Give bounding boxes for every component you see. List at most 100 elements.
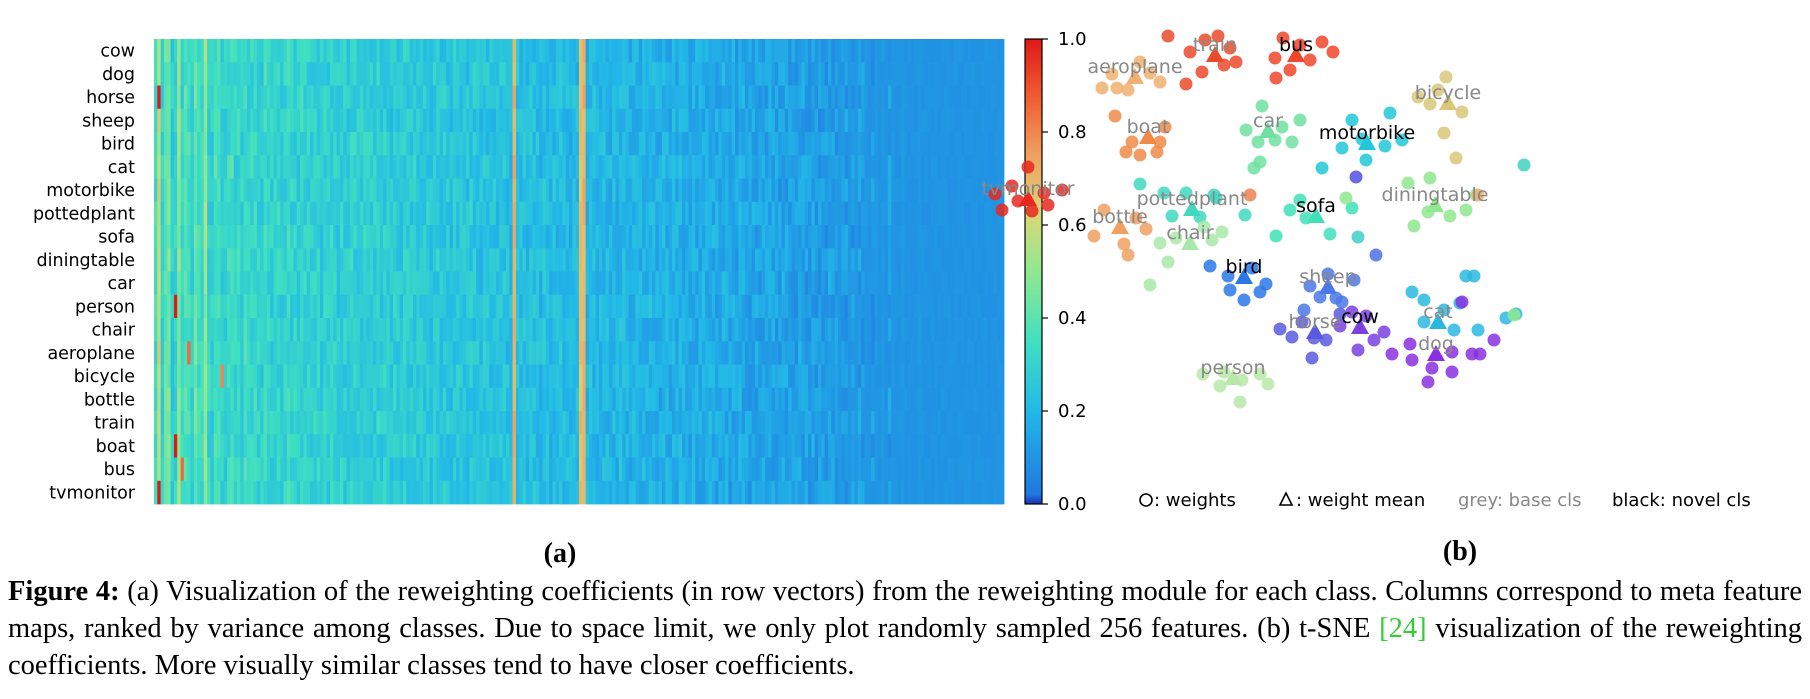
heatmap-cell xyxy=(582,364,587,389)
heatmap-cell xyxy=(512,62,517,86)
heatmap-cell xyxy=(602,39,606,63)
heatmap-cell xyxy=(625,178,630,203)
heatmap-cell xyxy=(715,387,719,412)
heatmap-cell xyxy=(930,434,935,458)
heatmap-cell xyxy=(303,225,308,249)
heatmap-cell xyxy=(373,271,377,296)
heatmap-cell xyxy=(300,39,304,63)
heatmap-cell xyxy=(329,155,334,179)
heatmap-cell xyxy=(605,132,610,156)
heatmap-cell xyxy=(180,225,185,249)
heatmap-cell xyxy=(260,108,264,133)
heatmap-cell xyxy=(539,434,543,458)
heatmap-cell xyxy=(847,85,852,110)
heatmap-cell xyxy=(532,271,537,296)
heatmap-cell xyxy=(778,341,782,365)
heatmap-cell xyxy=(569,132,573,156)
heatmap-cell xyxy=(569,364,573,389)
heatmap-cell xyxy=(409,294,414,319)
heatmap-cell xyxy=(701,341,706,365)
heatmap-cell xyxy=(901,62,905,86)
heatmap-cell xyxy=(499,39,504,63)
heatmap-cell xyxy=(592,480,596,505)
heatmap-cell xyxy=(565,225,570,249)
heatmap-cell xyxy=(821,387,826,412)
heatmap-cell xyxy=(768,480,772,505)
heatmap-cell xyxy=(532,294,537,319)
heatmap-cell xyxy=(549,387,553,412)
heatmap-cell xyxy=(177,318,181,342)
heatmap-cell xyxy=(778,411,782,435)
heatmap-cell xyxy=(217,480,221,505)
heatmap-cell xyxy=(170,411,175,435)
heatmap-cell xyxy=(227,39,231,63)
heatmap-cell xyxy=(665,132,670,156)
heatmap-cell xyxy=(718,225,723,249)
heatmap-cell xyxy=(592,178,596,203)
heatmap-cell xyxy=(283,457,288,482)
heatmap-cell xyxy=(399,155,404,179)
heatmap-cell xyxy=(436,341,440,365)
heatmap-cell xyxy=(708,271,713,296)
heatmap-cell xyxy=(678,364,683,389)
heatmap-cell xyxy=(220,132,225,156)
heatmap-cell xyxy=(183,85,188,110)
heatmap-cell xyxy=(359,225,364,249)
heatmap-cell xyxy=(439,155,444,179)
heatmap-cell xyxy=(678,201,683,226)
heatmap-cell xyxy=(479,201,484,226)
heatmap-cell xyxy=(718,178,723,203)
heatmap-cell xyxy=(412,294,417,319)
heatmap-cell xyxy=(193,178,198,203)
heatmap-cell xyxy=(721,132,726,156)
heatmap-cell xyxy=(648,318,653,342)
heatmap-cell xyxy=(572,480,577,505)
heatmap-cell xyxy=(154,364,158,389)
heatmap-cell xyxy=(177,364,181,389)
heatmap-cell xyxy=(316,271,321,296)
heatmap-cell xyxy=(489,341,494,365)
heatmap-cell xyxy=(213,85,218,110)
heatmap-cell xyxy=(575,271,580,296)
heatmap-cell xyxy=(592,457,596,482)
heatmap-cell xyxy=(197,294,201,319)
heatmap-cell xyxy=(449,108,454,133)
heatmap-cell xyxy=(748,341,753,365)
heatmap-cell xyxy=(545,434,550,458)
heatmap-cell xyxy=(705,248,709,272)
heatmap-cell xyxy=(173,132,178,156)
heatmap-cell xyxy=(811,62,816,86)
heatmap-cell xyxy=(831,294,836,319)
heatmap-cell xyxy=(529,480,533,505)
heatmap-cell xyxy=(645,201,650,226)
heatmap-cell xyxy=(276,294,281,319)
heatmap-cell xyxy=(901,201,905,226)
heatmap-cell xyxy=(891,248,895,272)
heatmap-cell xyxy=(635,132,640,156)
heatmap-cell xyxy=(442,178,447,203)
heatmap-cell xyxy=(582,62,587,86)
heatmap-cell xyxy=(854,201,859,226)
heatmap-cell xyxy=(814,155,819,179)
heatmap-cell xyxy=(592,108,596,133)
heatmap-cell xyxy=(549,318,553,342)
heatmap-cell xyxy=(306,271,311,296)
heatmap-cell xyxy=(798,62,802,86)
heatmap-cell xyxy=(798,318,802,342)
heatmap-cell xyxy=(834,178,839,203)
heatmap-cell xyxy=(339,132,344,156)
heatmap-cell xyxy=(874,85,879,110)
heatmap-cell xyxy=(881,387,885,412)
heatmap-cell xyxy=(266,294,271,319)
heatmap-cell xyxy=(203,434,208,458)
heatmap-cell xyxy=(452,411,457,435)
heatmap-cell xyxy=(881,364,885,389)
heatmap-cell xyxy=(396,62,401,86)
heatmap-cell xyxy=(957,294,962,319)
heatmap-cell xyxy=(187,294,191,319)
heatmap-cell xyxy=(934,178,938,203)
heatmap-cell xyxy=(857,85,862,110)
heatmap-cell xyxy=(492,294,497,319)
heatmap-cell xyxy=(406,480,411,505)
heatmap-cell xyxy=(920,318,925,342)
